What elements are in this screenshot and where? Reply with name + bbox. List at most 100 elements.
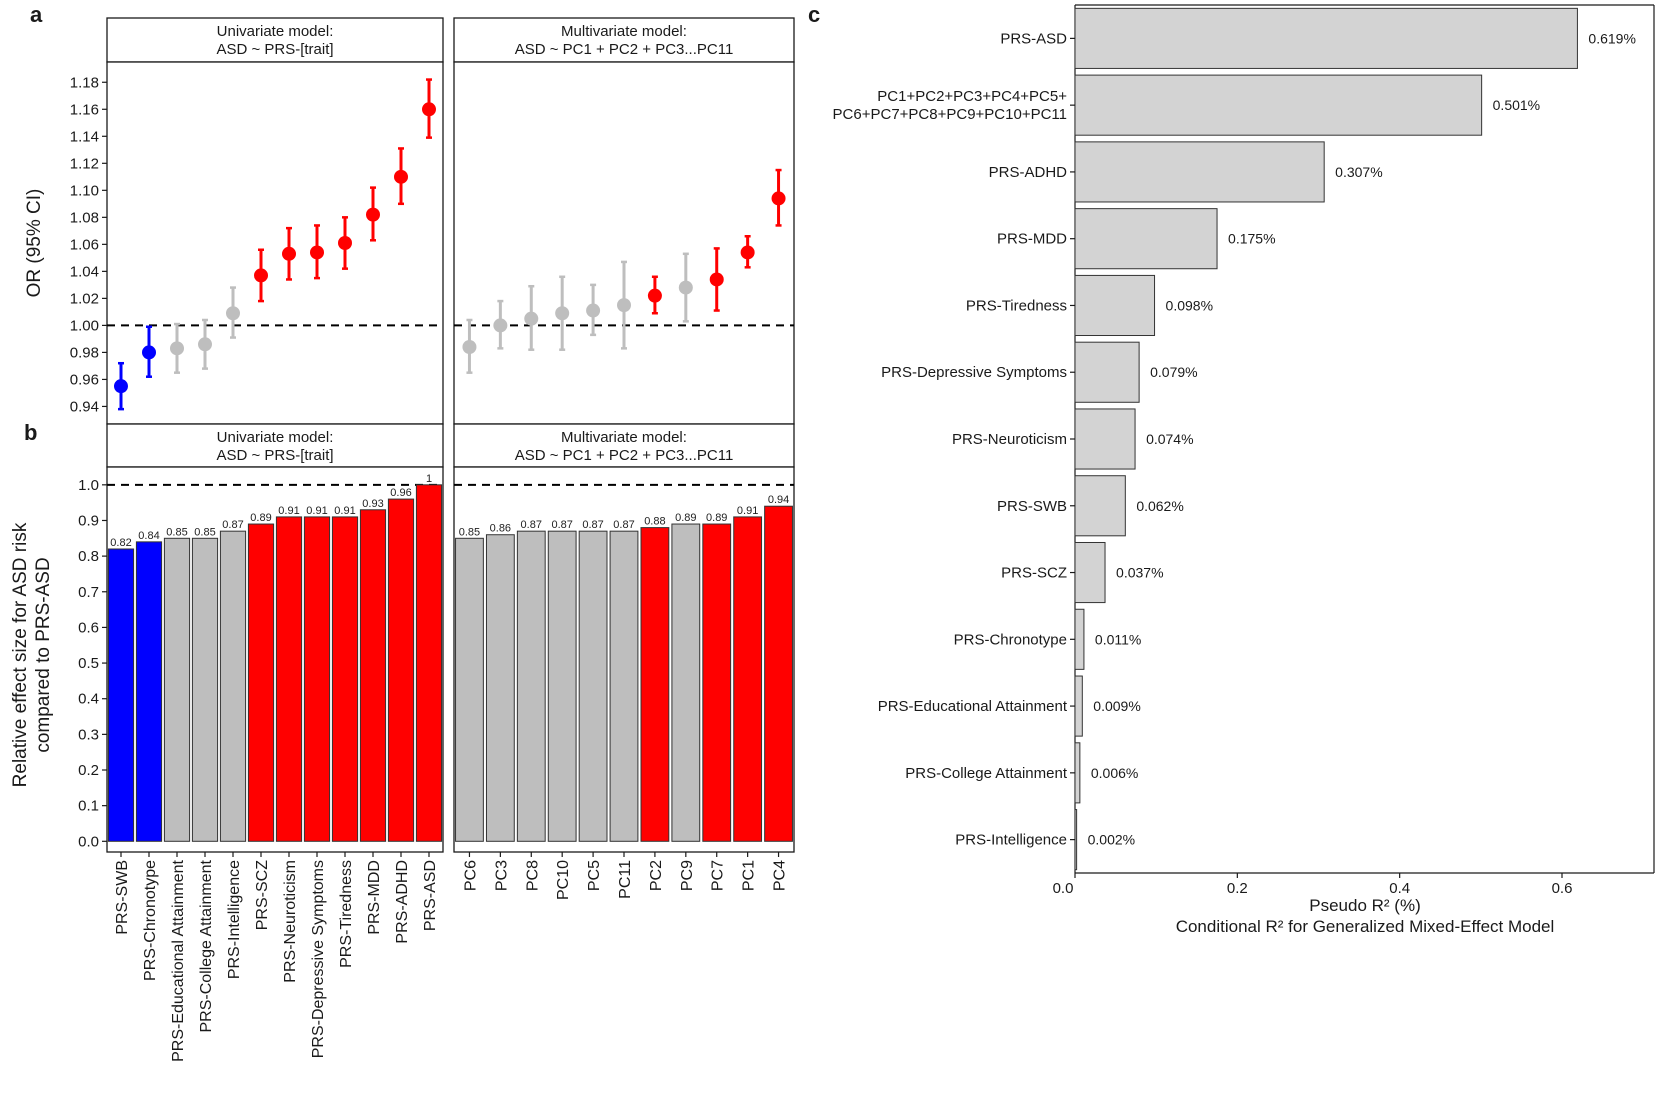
panel-b-y-axis-title-line2: compared to PRS-ASD [33,557,54,752]
panel-b-bar-value-label-1-10: 0.94 [768,494,789,506]
panel-a-point-0-8 [338,236,352,250]
panel-b-bar-value-label-1-9: 0.91 [737,505,758,517]
panel-a-strip-title-0: Univariate model: [217,23,334,40]
panel-c-category-label-11: PRS-College Attainment [905,765,1068,782]
panel-letter-b: b [24,420,37,445]
panel-b-bar-value-label-1-3: 0.87 [551,519,572,531]
panel-b-x-tick-label-1-0: PC6 [462,860,479,891]
panel-a-y-tick-label-1: 0.96 [70,371,99,388]
panel-b-x-tick-label-0-11: PRS-ASD [422,860,439,931]
panel-c-category-label-5: PRS-Depressive Symptoms [881,364,1067,381]
panel-b-bar-value-label-0-8: 0.91 [334,505,355,517]
panel-b-y-tick-label-3: 0.3 [78,726,99,743]
panel-a-odds-ratio-chart: Univariate model:ASD ~ PRS-[trait] Multiv… [70,17,795,425]
panel-b-bar-value-label-0-5: 0.89 [250,512,271,524]
panel-c-category-label-8: PRS-SCZ [1001,565,1067,582]
panel-b-x-tick-label-1-6: PC2 [648,860,665,891]
panel-a-strip-subtitle-1: ASD ~ PC1 + PC2 + PC3...PC11 [515,41,734,58]
panel-b-strip-subtitle-1: ASD ~ PC1 + PC2 + PC3...PC11 [515,447,734,464]
panel-c-bar-0 [1074,7,1578,69]
panel-a-strip-1 [453,17,795,63]
panel-c-bar-1 [1074,74,1483,136]
panel-b-bar-value-label-0-10: 0.96 [390,487,411,499]
panel-c-x-tick-label-3: 0.6 [1552,880,1573,897]
panel-b-x-tick-label-0-6: PRS-Neuroticism [282,860,299,983]
panel-c-pseudo-r2-chart: 0.619%PRS-ASD0.501%PC1+PC2+PC3+PC4+PC5+P… [833,4,1655,897]
panel-a-strip-subtitle-0: ASD ~ PRS-[trait] [216,41,333,58]
panel-a-point-1-2 [524,311,539,326]
panel-b-bar-value-label-0-9: 0.93 [362,498,383,510]
panel-b-bar-1-3 [547,530,577,842]
panel-c-bar-value-label-7: 0.062% [1136,498,1183,514]
panel-c-bar-10 [1074,675,1083,737]
panel-c-category-label-0: PRS-ASD [1000,30,1067,47]
panel-b-y-tick-label-8: 0.8 [78,548,99,565]
panel-a-point-1-7 [678,280,693,295]
panel-a-y-tick-label-2: 0.98 [70,344,99,361]
panel-a-y-tick-label-10: 1.14 [70,128,99,145]
panel-c-bar-value-label-3: 0.175% [1228,231,1275,247]
panel-b-bar-0-0 [107,548,135,842]
panel-c-bar-11 [1074,742,1081,804]
panel-a-point-0-6 [282,246,296,261]
panel-a-point-0-3 [198,337,212,352]
panel-a-point-0-4 [226,306,240,321]
panel-c-bar-value-label-5: 0.079% [1150,364,1197,380]
panel-b-y-tick-label-5: 0.5 [78,655,99,672]
panel-c-bar-3 [1074,208,1218,270]
panel-b-bar-0-1 [135,541,163,842]
panel-b-strip-1 [453,423,795,468]
panel-b-y-tick-label-6: 0.6 [78,619,99,636]
panel-a-point-0-11 [422,102,436,117]
panel-letter-c: c [808,2,820,27]
panel-a-y-tick-label-6: 1.06 [70,236,99,253]
panel-c-bar-2 [1074,141,1325,203]
panel-b-bar-0-7 [303,516,331,842]
panel-b-relative-effect-chart: Univariate model:ASD ~ PRS-[trait] 0.82 PR… [78,423,795,1062]
panel-c-category-label-3: PRS-MDD [997,231,1067,248]
panel-b-bar-1-0 [455,537,484,842]
panel-b-strip-subtitle-0: ASD ~ PRS-[trait] [216,447,333,464]
panel-c-category-label-12: PRS-Intelligence [955,832,1067,849]
panel-b-x-tick-label-1-10: PC4 [772,860,789,891]
panel-c-x-axis-title-line2: Conditional R² for Generalized Mixed-Eff… [1176,917,1555,936]
panel-b-bar-value-label-0-4: 0.87 [222,519,243,531]
panel-b-bar-1-1 [485,534,515,842]
panel-b-bar-1-8 [702,523,732,842]
panel-c-bar-8 [1074,541,1106,604]
panel-a-point-0-1 [142,345,156,360]
panel-a-y-tick-label-7: 1.08 [70,209,99,226]
panel-b-bar-0-11 [415,484,443,842]
panel-b-bar-value-label-0-0: 0.82 [110,537,131,549]
panel-a-point-1-4 [586,303,601,318]
panel-b-bar-value-label-0-1: 0.84 [138,530,159,542]
panel-b-bar-value-label-1-1: 0.86 [490,523,511,535]
panel-a-point-1-5 [617,298,631,313]
panel-b-x-tick-label-0-10: PRS-ADHD [394,860,411,944]
panel-a-y-tick-label-11: 1.16 [70,101,99,118]
panel-c-x-tick-label-0: 0.0 [1053,880,1074,897]
panel-c-bar-value-label-6: 0.074% [1146,431,1193,447]
panel-c-category-label-4: PRS-Tiredness [966,297,1067,314]
panel-b-bar-value-label-1-5: 0.87 [613,519,634,531]
panel-b-x-tick-label-0-8: PRS-Tiredness [338,860,355,968]
panel-a-point-1-8 [709,272,724,287]
panel-b-x-tick-label-0-2: PRS-Educational Attainment [170,859,187,1061]
panel-a-point-0-0 [114,379,128,394]
panel-b-x-tick-label-0-9: PRS-MDD [366,860,383,935]
panel-c-bar-value-label-9: 0.011% [1095,631,1141,647]
panel-a-strip-0 [106,17,444,63]
panel-b-bar-1-6 [640,527,670,842]
panel-b-plot-frame-0 [106,466,444,853]
panel-b-x-tick-label-1-5: PC11 [617,860,634,899]
panel-b-y-tick-label-0: 0.0 [78,833,99,850]
panel-a-y-axis-title: OR (95% CI) [24,189,45,298]
panel-b-x-tick-label-0-3: PRS-College Attainment [198,859,215,1032]
panel-a-point-0-7 [310,245,324,260]
panel-b-bar-1-5 [609,530,639,842]
panel-b-bar-value-label-0-2: 0.85 [166,526,187,538]
panel-b-x-tick-label-1-8: PC7 [710,860,727,891]
panel-c-bar-value-label-1: 0.501% [1493,97,1540,113]
panel-a-plot-frame-0 [106,61,444,425]
